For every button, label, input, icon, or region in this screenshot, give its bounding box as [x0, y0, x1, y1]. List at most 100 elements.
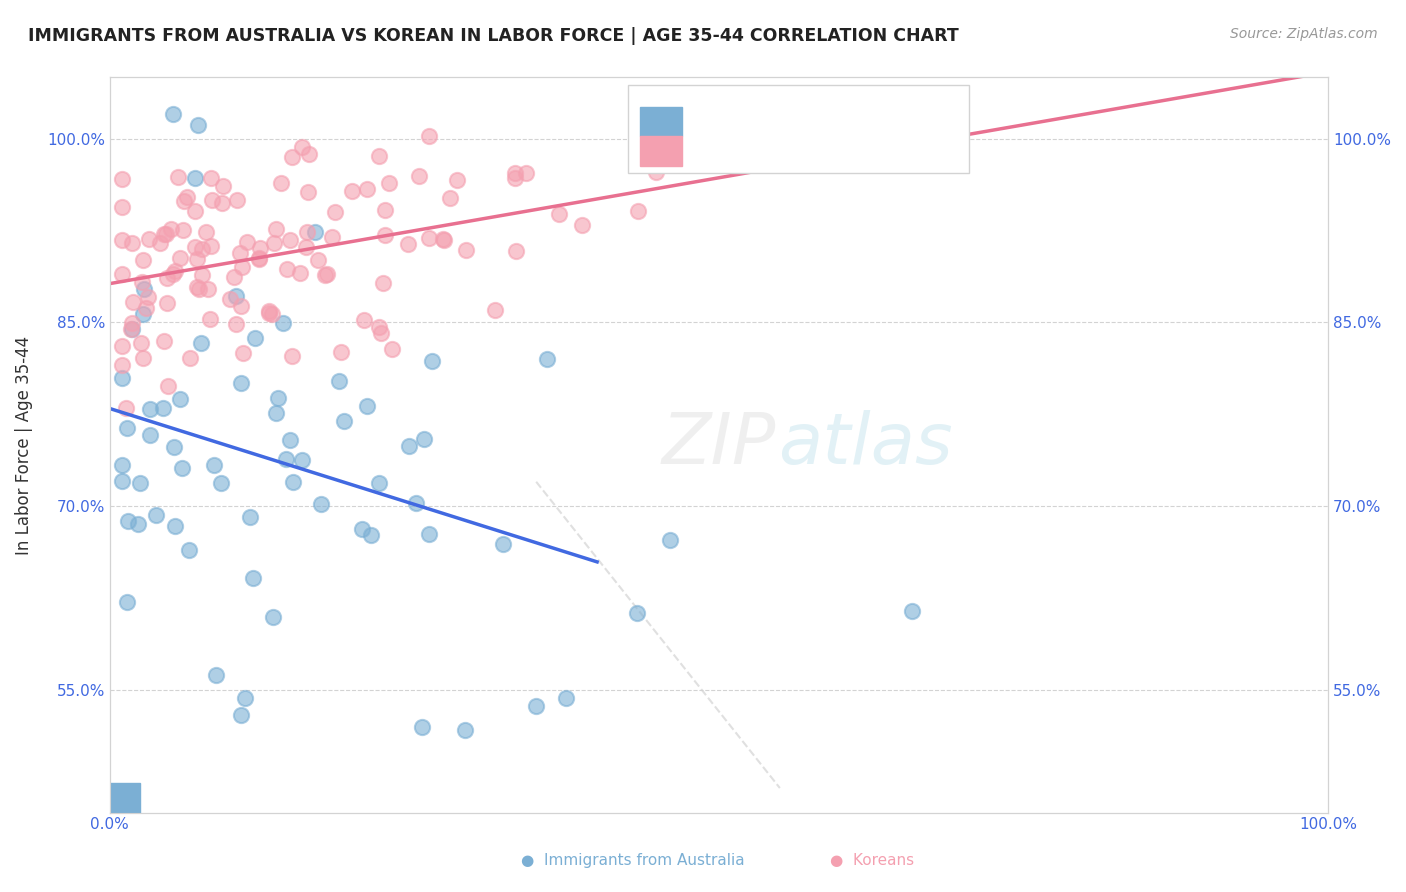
Point	[259, 306, 281, 320]
Point	[156, 271, 179, 285]
Point	[492, 536, 515, 550]
Point	[231, 708, 253, 723]
Point	[169, 251, 191, 265]
Point	[176, 190, 198, 204]
Text: ●  Immigrants from Australia: ● Immigrants from Australia	[520, 854, 745, 868]
Point	[264, 406, 287, 420]
Point	[166, 170, 188, 185]
Point	[169, 392, 191, 406]
Point	[901, 604, 924, 618]
Point	[159, 222, 181, 236]
Point	[111, 200, 134, 214]
Point	[184, 240, 207, 254]
Point	[307, 253, 329, 268]
Point	[242, 571, 264, 585]
Y-axis label: In Labor Force | Age 35-44: In Labor Force | Age 35-44	[15, 335, 32, 555]
Point	[155, 227, 177, 241]
Point	[503, 165, 526, 179]
Bar	[640, 107, 682, 136]
Point	[111, 474, 134, 488]
Point	[145, 508, 167, 522]
Point	[135, 301, 157, 316]
Point	[127, 517, 149, 532]
Point	[316, 268, 339, 282]
Point	[367, 149, 389, 163]
Point	[405, 496, 427, 510]
Point	[304, 225, 326, 239]
Point	[190, 268, 212, 282]
Point	[454, 243, 477, 257]
Point	[197, 282, 219, 296]
Text: ZIP: ZIP	[662, 410, 776, 480]
Point	[187, 118, 209, 132]
Point	[330, 345, 353, 359]
Point	[298, 146, 321, 161]
Point	[309, 497, 332, 511]
Point	[263, 235, 285, 250]
Point	[172, 223, 194, 237]
Point	[249, 241, 271, 255]
Point	[332, 414, 354, 428]
Point	[418, 128, 440, 143]
Point	[211, 178, 233, 193]
Text: -0.228: -0.228	[723, 112, 780, 130]
Point	[291, 140, 314, 154]
Point	[274, 451, 297, 466]
Point	[138, 232, 160, 246]
Point	[136, 290, 159, 304]
Point	[328, 374, 350, 388]
Point	[247, 251, 270, 265]
Point	[433, 233, 456, 247]
Point	[211, 195, 233, 210]
Point	[190, 242, 212, 256]
Point	[162, 107, 184, 121]
Point	[111, 371, 134, 385]
Point	[297, 185, 319, 199]
Point	[295, 225, 318, 239]
Text: 0.349: 0.349	[723, 142, 775, 160]
Point	[352, 523, 374, 537]
Text: atlas: atlas	[778, 410, 952, 480]
Point	[132, 307, 155, 321]
Point	[555, 690, 578, 705]
Point	[115, 420, 138, 434]
Point	[111, 172, 134, 186]
Point	[238, 509, 260, 524]
Point	[278, 234, 301, 248]
Point	[131, 275, 153, 289]
Point	[121, 317, 143, 331]
Text: R =  0.349   N = 112: R = 0.349 N = 112	[699, 142, 886, 160]
Point	[111, 458, 134, 473]
Point	[381, 342, 404, 356]
Text: IMMIGRANTS FROM AUSTRALIA VS KOREAN IN LABOR FORCE | AGE 35-44 CORRELATION CHART: IMMIGRANTS FROM AUSTRALIA VS KOREAN IN L…	[28, 27, 959, 45]
Point	[173, 194, 195, 209]
Point	[225, 193, 247, 207]
Point	[446, 173, 468, 187]
Point	[190, 336, 212, 351]
Point	[368, 320, 391, 334]
Point	[225, 289, 247, 303]
Point	[205, 668, 228, 682]
Point	[121, 236, 143, 251]
Point	[231, 299, 253, 313]
Point	[129, 335, 152, 350]
Point	[368, 475, 391, 490]
Point	[270, 176, 292, 190]
Point	[627, 204, 650, 219]
Point	[114, 401, 136, 416]
Point	[152, 401, 174, 416]
Point	[232, 346, 254, 360]
Point	[186, 279, 208, 293]
Point	[454, 723, 477, 737]
Point	[132, 351, 155, 365]
Point	[187, 282, 209, 296]
Point	[278, 433, 301, 447]
Point	[515, 166, 537, 180]
Point	[266, 221, 288, 235]
Point	[152, 227, 174, 241]
Point	[132, 282, 155, 296]
Point	[186, 252, 208, 267]
Point	[225, 318, 247, 332]
Point	[659, 533, 682, 547]
Point	[117, 514, 139, 528]
